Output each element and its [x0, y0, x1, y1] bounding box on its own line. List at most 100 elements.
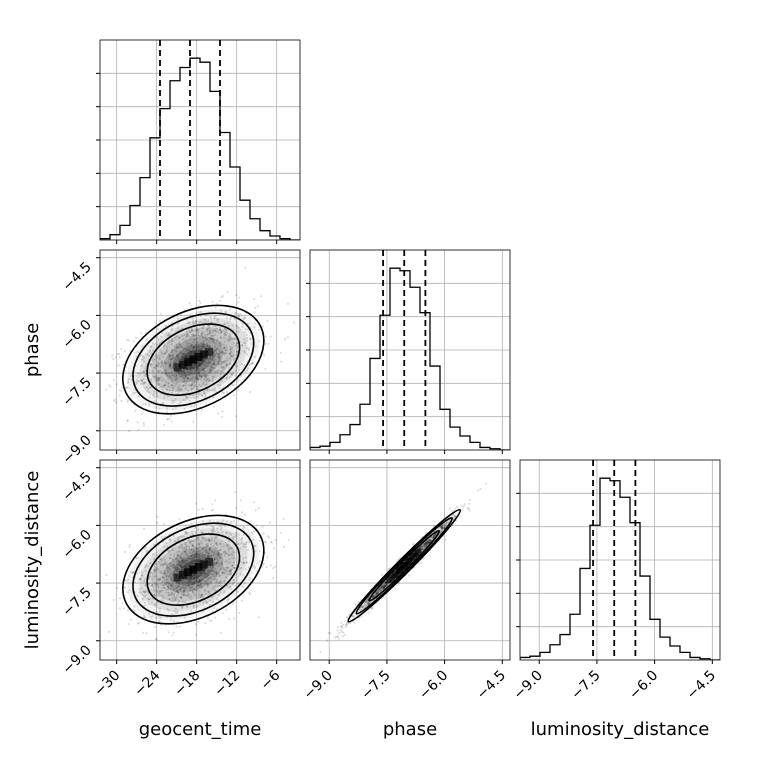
scatter-point [135, 381, 138, 384]
scatter-point [233, 357, 236, 360]
scatter-point [228, 324, 231, 327]
scatter-point [144, 594, 147, 597]
scatter-point [204, 599, 207, 603]
scatter-point [198, 552, 201, 555]
scatter-point [244, 513, 247, 516]
scatter-point [387, 582, 390, 585]
scatter-point [229, 354, 232, 357]
scatter-point [246, 322, 250, 325]
scatter-point [189, 579, 192, 583]
scatter-point [210, 549, 214, 553]
scatter-point [215, 339, 218, 342]
scatter-point [179, 313, 182, 317]
scatter-point [181, 358, 184, 361]
scatter-point [175, 527, 178, 530]
scatter-point [178, 388, 181, 392]
scatter-point [207, 361, 210, 364]
scatter-point [157, 378, 160, 381]
scatter-point [194, 579, 197, 583]
scatter-point [229, 348, 232, 351]
scatter-point [175, 625, 178, 628]
density-cell [173, 363, 182, 372]
scatter-point [381, 587, 384, 590]
scatter-point [205, 601, 208, 604]
scatter-point [218, 326, 222, 329]
scatter-point [225, 531, 228, 534]
scatter-point [214, 330, 217, 333]
scatter-point [213, 345, 217, 348]
scatter-point [144, 616, 147, 619]
scatter-point [140, 332, 143, 335]
y-axis-label: phase [22, 323, 43, 377]
scatter-point [197, 539, 200, 542]
scatter-point [142, 590, 145, 593]
scatter-point [126, 338, 129, 341]
scatter-point [228, 586, 231, 589]
scatter-point [426, 539, 429, 542]
scatter-point [218, 575, 221, 578]
scatter-point [158, 370, 161, 373]
scatter-point [178, 336, 181, 339]
scatter-point [198, 554, 201, 557]
scatter-point [131, 608, 134, 611]
scatter-point [192, 604, 195, 607]
density-cell [413, 548, 422, 557]
scatter-point [377, 591, 380, 595]
scatter-point [193, 573, 196, 576]
scatter-point [211, 610, 214, 613]
scatter-point [222, 567, 225, 570]
scatter-point [218, 360, 221, 363]
scatter-point [198, 350, 201, 353]
scatter-point [223, 580, 226, 583]
scatter-point [269, 541, 273, 544]
scatter-point [382, 586, 385, 590]
scatter-point [146, 590, 149, 593]
scatter-point [173, 374, 176, 377]
scatter-point [168, 569, 172, 572]
scatter-point [143, 360, 146, 363]
scatter-point [170, 571, 173, 574]
scatter-point [196, 536, 199, 539]
scatter-point [200, 332, 203, 335]
scatter-point [364, 600, 367, 604]
scatter-point [175, 375, 178, 378]
scatter-point [484, 482, 488, 485]
scatter-point [432, 536, 435, 539]
scatter-point [187, 585, 190, 588]
scatter-point [196, 554, 199, 557]
scatter-point [212, 553, 215, 557]
scatter-point [211, 376, 214, 379]
scatter-point [257, 616, 260, 619]
scatter-point [229, 338, 232, 341]
scatter-point [170, 340, 173, 343]
scatter-point [282, 546, 285, 549]
scatter-point [159, 590, 162, 593]
scatter-point [217, 584, 220, 588]
scatter-point [206, 616, 209, 620]
scatter-point [219, 370, 223, 373]
scatter-point [442, 526, 446, 530]
scatter-point [161, 580, 164, 583]
scatter-point [126, 420, 129, 423]
scatter-point [200, 582, 203, 586]
scatter-point [358, 616, 361, 619]
scatter-point [181, 558, 184, 561]
scatter-point [227, 540, 230, 543]
scatter-point [212, 572, 216, 576]
scatter-point [203, 575, 207, 578]
scatter-point [166, 565, 169, 568]
scatter-point [433, 534, 436, 537]
scatter-point [185, 587, 188, 590]
scatter-point [156, 343, 159, 346]
scatter-point [221, 416, 224, 419]
scatter-point [222, 329, 225, 332]
scatter-point [151, 584, 154, 587]
scatter-point [440, 527, 443, 530]
scatter-point [234, 369, 237, 373]
scatter-point [149, 575, 152, 579]
x-tick-label: −9.0 [301, 668, 336, 703]
scatter-point [169, 364, 172, 367]
scatter-point [159, 558, 162, 561]
scatter-point [189, 541, 192, 544]
scatter-point [196, 560, 199, 563]
